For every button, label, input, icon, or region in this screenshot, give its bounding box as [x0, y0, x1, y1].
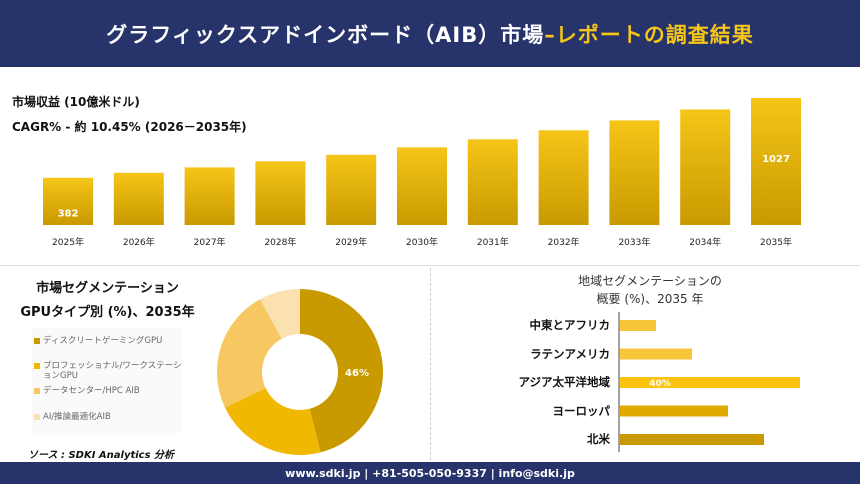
page-title-accent: –レポートの調査結果 [544, 22, 754, 47]
segment-title: 市場セグメンテーション GPUタイプ別 (%)、2035年 [0, 277, 215, 325]
legend-item: データセンター/HPC AIB [34, 386, 140, 396]
region-title: 地域セグメンテーションの 概要 (%)、2035 年 [530, 272, 770, 308]
region-bar [620, 405, 728, 417]
region-label: ヨーロッパ [552, 403, 611, 418]
region-bar [620, 348, 692, 360]
bar [326, 154, 377, 225]
cagr-label: CAGR% - 約 10.45% (2026－2035年) [12, 120, 247, 134]
bar [397, 147, 447, 225]
x-tick-label: 2030年 [406, 236, 438, 248]
x-tick-label: 2032年 [548, 236, 580, 248]
donut-slice [217, 299, 282, 408]
region-bar [620, 320, 656, 331]
legend-label: AI/推論最適化AIB [43, 412, 111, 422]
x-tick-label: 2035年 [760, 236, 792, 248]
bar [255, 161, 306, 225]
legend-swatch [34, 414, 40, 420]
revenue-label: 市場収益 (10億米ドル) [12, 95, 140, 109]
pie-legend: ディスクリートゲーミングGPU プロフェッショナル/ワークステーションGPU デ… [32, 328, 182, 433]
segment-title-line: GPUタイプ別 (%)、2035年 [20, 305, 195, 320]
bar [467, 139, 518, 225]
bar [538, 130, 589, 225]
legend-item: AI/推論最適化AIB [34, 412, 111, 422]
x-tick-label: 2033年 [618, 236, 650, 248]
region-title-line: 概要 (%)、2035 年 [596, 292, 704, 306]
x-tick-label: 2029年 [335, 236, 367, 248]
x-tick-label: 2034年 [689, 236, 721, 248]
region-title-line: 地域セグメンテーションの [578, 274, 722, 288]
region-data-label: 40% [649, 379, 671, 389]
page-title: グラフィックスアドインボード（AIB）市場 [106, 22, 545, 47]
data-label: 382 [58, 208, 79, 219]
segment-title-line: 市場セグメンテーション [36, 281, 179, 296]
bar [751, 98, 801, 225]
bar [184, 167, 235, 225]
divider [430, 268, 431, 460]
donut-slice [224, 388, 321, 455]
header-banner: グラフィックスアドインボード（AIB）市場 –レポートの調査結果 [0, 0, 860, 67]
legend-label: プロフェッショナル/ワークステーションGPU [43, 361, 182, 381]
region-label: 中東とアフリカ [529, 318, 611, 332]
region-bar [620, 434, 764, 445]
bar [680, 109, 731, 225]
legend-item: プロフェッショナル/ワークステーションGPU [34, 361, 184, 381]
legend-swatch [34, 388, 40, 394]
x-tick-label: 2031年 [477, 236, 509, 248]
legend-label: データセンター/HPC AIB [43, 386, 140, 396]
bar [43, 177, 93, 225]
x-tick-label: 2028年 [264, 236, 296, 248]
x-tick-label: 2027年 [194, 236, 226, 248]
bar [609, 120, 660, 225]
donut-slice [260, 289, 300, 339]
data-label: 1027 [762, 154, 790, 165]
region-bar [620, 377, 800, 388]
x-tick-label: 2026年 [123, 236, 155, 248]
footer-contact: www.sdki.jp | +81-505-050-9337 | info@sd… [0, 462, 860, 484]
legend-item: ディスクリートゲーミングGPU [34, 336, 162, 346]
source-note: ソース : SDKI Analytics 分析 [28, 450, 175, 461]
region-label: アジア太平洋地域 [518, 375, 610, 389]
region-label: ラテンアメリカ [530, 346, 610, 361]
x-tick-label: 2025年 [52, 236, 84, 248]
bar [113, 172, 164, 225]
legend-swatch [34, 338, 40, 344]
legend-swatch [34, 363, 40, 369]
legend-label: ディスクリートゲーミングGPU [43, 336, 163, 346]
donut-slice [300, 289, 383, 453]
region-label: 北米 [587, 432, 610, 446]
donut-data-label: 46% [345, 368, 369, 379]
divider [0, 265, 860, 266]
